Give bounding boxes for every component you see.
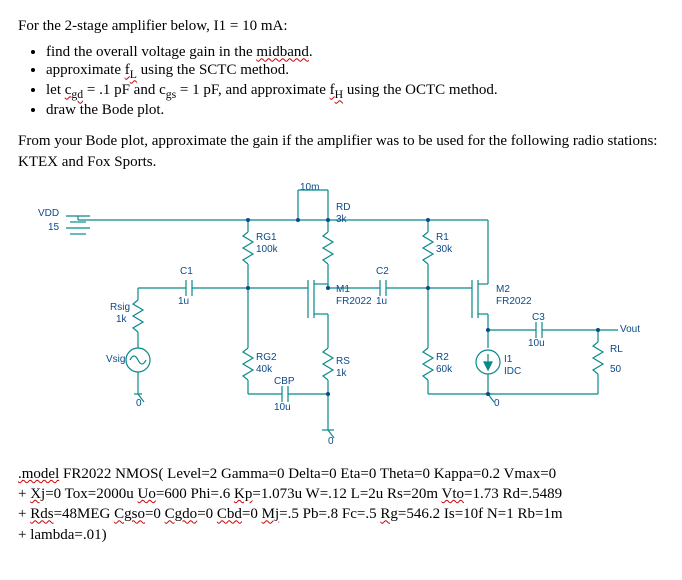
lbl-c2: C2 <box>376 266 389 277</box>
intro-text: For the 2-stage amplifier below, I1 = 10… <box>18 16 664 36</box>
lbl-r1v: 30k <box>436 244 452 255</box>
circuit-schematic: VDD 15 C1 1u Rsig 1k Vsig RG1 100k RG2 4… <box>18 180 658 450</box>
task-list: find the overall voltage gain in the mid… <box>46 44 664 119</box>
b2-d: using the SCTC method. <box>137 62 289 78</box>
m3g: =0 <box>197 506 217 522</box>
b3-fh-h: H <box>335 88 343 101</box>
m3f: Cgdo <box>165 506 198 522</box>
lbl-v15: 15 <box>48 222 59 233</box>
lbl-rg2: RG2 <box>256 352 277 363</box>
lbl-rdv: 3k <box>336 214 347 225</box>
lbl-c2v: 1u <box>376 296 387 307</box>
lbl-vout: Vout <box>620 324 640 335</box>
lbl-gnd2: 0 <box>328 436 334 447</box>
m1b: FR2022 NMOS( Level=2 Gamma=0 Delta=0 Eta… <box>59 466 556 482</box>
lbl-c3v: 10u <box>528 338 545 349</box>
m3l: Rg <box>380 506 398 522</box>
lbl-gnd1: 0 <box>136 398 142 409</box>
m3k: =.5 Pb=.8 Fc=.5 <box>279 506 380 522</box>
lbl-gnd3: 0 <box>494 398 500 409</box>
lbl-rg2v: 40k <box>256 364 272 375</box>
b3-d: = .1 pF and c <box>83 82 166 98</box>
lbl-rsigv: 1k <box>116 314 127 325</box>
m2g: =1.073u W=.12 L=2u Rs=20m <box>252 486 441 502</box>
m3h: Cbd <box>217 506 242 522</box>
lbl-vsig: Vsig <box>106 354 125 365</box>
lbl-cbpv: 10u <box>274 402 291 413</box>
lbl-c3: C3 <box>532 312 545 323</box>
m3a: + <box>18 506 30 522</box>
lbl-m2v: FR2022 <box>496 296 532 307</box>
lbl-cbp: CBP <box>274 376 295 387</box>
m3j: Mj <box>262 506 280 522</box>
model-line-2: + Xj=0 Tox=2000u Uo=600 Phi=.6 Kp=1.073u… <box>18 484 664 504</box>
b1-c: . <box>309 44 313 60</box>
m2a: + <box>18 486 30 502</box>
model-line-4: + lambda=.01) <box>18 525 664 545</box>
m2c: =0 Tox=2000u <box>45 486 137 502</box>
b3-f: = 1 pF, and approximate <box>176 82 329 98</box>
bullet-1: find the overall voltage gain in the mid… <box>46 44 664 61</box>
bullet-4: draw the Bode plot. <box>46 102 664 119</box>
b3-i: using the OCTC method. <box>343 82 498 98</box>
m3i: =0 <box>242 506 262 522</box>
m2i: =1.73 Rd=.5489 <box>464 486 562 502</box>
lbl-rl: RL <box>610 344 623 355</box>
para-2: From your Bode plot, approximate the gai… <box>18 131 664 172</box>
lbl-m1: M1 <box>336 284 350 295</box>
lbl-i1v: IDC <box>504 366 521 377</box>
m3d: Cgso <box>114 506 145 522</box>
lbl-10m: 10m <box>300 182 319 193</box>
m2e: =600 Phi=.6 <box>156 486 234 502</box>
m3c: =48MEG <box>54 506 115 522</box>
lbl-rg1: RG1 <box>256 232 277 243</box>
lbl-r2v: 60k <box>436 364 452 375</box>
m2f: Kp <box>234 486 252 502</box>
b1-midband: midband <box>256 44 309 60</box>
b2-fl-l: L <box>130 68 137 81</box>
lbl-rd: RD <box>336 202 350 213</box>
lbl-c1: C1 <box>180 266 193 277</box>
m2h: Vto <box>442 486 465 502</box>
m3m: =546.2 Is=10f N=1 Rb=1m <box>398 506 563 522</box>
model-line-3: + Rds=48MEG Cgso=0 Cgdo=0 Cbd=0 Mj=.5 Pb… <box>18 504 664 524</box>
lbl-rsv: 1k <box>336 368 347 379</box>
m2b: Xj <box>30 486 45 502</box>
lbl-i1: I1 <box>504 354 512 365</box>
bullet-3: let cgd = .1 pF and cgs = 1 pF, and appr… <box>46 82 664 101</box>
b3-a: let <box>46 82 65 98</box>
lbl-vdd: VDD <box>38 208 59 219</box>
b3-cgd-gd: gd <box>71 88 83 101</box>
b1-a: find the overall voltage gain in the <box>46 44 256 60</box>
lbl-rg1v: 100k <box>256 244 278 255</box>
bullet-2: approximate fL using the SCTC method. <box>46 62 664 81</box>
m2d: Uo <box>137 486 155 502</box>
lbl-rs: RS <box>336 356 350 367</box>
lbl-m2: M2 <box>496 284 510 295</box>
m1a: .model <box>18 466 59 482</box>
lbl-c1v: 1u <box>178 296 189 307</box>
lbl-r2: R2 <box>436 352 449 363</box>
model-line-1: .model FR2022 NMOS( Level=2 Gamma=0 Delt… <box>18 464 664 484</box>
lbl-r1: R1 <box>436 232 449 243</box>
lbl-m1v: FR2022 <box>336 296 372 307</box>
lbl-rlv: 50 <box>610 364 621 375</box>
model-block: .model FR2022 NMOS( Level=2 Gamma=0 Delt… <box>18 464 664 545</box>
b3-cgs-gs: gs <box>166 88 176 101</box>
m3e: =0 <box>145 506 165 522</box>
b2-a: approximate <box>46 62 125 78</box>
m3b: Rds <box>30 506 53 522</box>
lbl-rsig: Rsig <box>110 302 130 313</box>
